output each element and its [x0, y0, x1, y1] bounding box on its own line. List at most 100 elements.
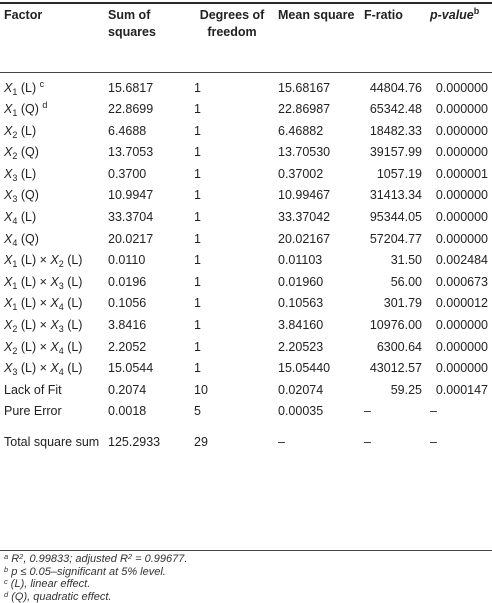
- factor-part: (Q): [17, 102, 42, 116]
- header-f-ratio: F-ratio: [360, 4, 426, 72]
- cell-factor: X3 (L) × X4 (L): [0, 360, 104, 382]
- factor-part: (L): [17, 124, 36, 138]
- cell-p-value: –: [426, 425, 492, 481]
- factor-part: (L): [64, 253, 83, 267]
- factor-part: (L) ×: [17, 253, 50, 267]
- header-row: Factor Sum of squares Degrees of freedom…: [0, 4, 492, 72]
- cell-mean-square: 20.02167: [274, 231, 360, 253]
- factor-part: Total square sum: [4, 435, 99, 449]
- factor-part: (Q): [17, 188, 39, 202]
- factor-part: (L): [17, 210, 36, 224]
- cell-mean-square: 33.37042: [274, 209, 360, 231]
- factor-part: (L) ×: [17, 318, 50, 332]
- cell-f-ratio: 6300.64: [360, 339, 426, 361]
- header-degrees-of-freedom: Degrees of freedom: [190, 4, 274, 72]
- factor-part: X: [50, 296, 58, 310]
- cell-mean-square: 15.68167: [274, 72, 360, 101]
- factor-part: (Q): [17, 145, 39, 159]
- cell-factor: Lack of Fit: [0, 382, 104, 404]
- footnotes: a R2, 0.99833; adjusted R2 = 0.99677.b p…: [4, 553, 187, 603]
- cell-mean-square: 0.37002: [274, 166, 360, 188]
- cell-sum-of-squares: 125.2933: [104, 425, 190, 481]
- cell-f-ratio: 10976.00: [360, 317, 426, 339]
- cell-factor: X4 (Q): [0, 231, 104, 253]
- header-factor: Factor: [0, 4, 104, 72]
- factor-part: c: [40, 79, 45, 89]
- cell-p-value: 0.000000: [426, 360, 492, 382]
- footnote-c: c (L), linear effect.: [4, 578, 187, 591]
- factor-part: X: [50, 340, 58, 354]
- cell-degrees-of-freedom: 1: [190, 317, 274, 339]
- cell-p-value: 0.000000: [426, 101, 492, 123]
- cell-degrees-of-freedom: 1: [190, 144, 274, 166]
- factor-part: (L): [64, 361, 83, 375]
- cell-degrees-of-freedom: 29: [190, 425, 274, 481]
- cell-factor: X2 (Q): [0, 144, 104, 166]
- cell-factor: X1 (Q) d: [0, 101, 104, 123]
- cell-factor: X2 (L) × X4 (L): [0, 339, 104, 361]
- cell-f-ratio: –: [360, 425, 426, 481]
- cell-sum-of-squares: 20.0217: [104, 231, 190, 253]
- cell-p-value: 0.000673: [426, 274, 492, 296]
- cell-mean-square: 6.46882: [274, 123, 360, 145]
- factor-part: X: [50, 253, 58, 267]
- cell-p-value: 0.000000: [426, 339, 492, 361]
- cell-degrees-of-freedom: 1: [190, 295, 274, 317]
- cell-f-ratio: 44804.76: [360, 72, 426, 101]
- factor-part: X: [50, 361, 58, 375]
- cell-p-value: 0.000000: [426, 231, 492, 253]
- cell-degrees-of-freedom: 1: [190, 72, 274, 101]
- cell-p-value: 0.002484: [426, 252, 492, 274]
- header-mean-square: Mean square: [274, 4, 360, 72]
- cell-p-value: 0.000001: [426, 166, 492, 188]
- cell-sum-of-squares: 0.0196: [104, 274, 190, 296]
- cell-factor: X4 (L): [0, 209, 104, 231]
- cell-sum-of-squares: 6.4688: [104, 123, 190, 145]
- cell-factor: X2 (L) × X3 (L): [0, 317, 104, 339]
- cell-mean-square: 22.86987: [274, 101, 360, 123]
- cell-degrees-of-freedom: 1: [190, 339, 274, 361]
- factor-part: (L) ×: [17, 296, 50, 310]
- cell-degrees-of-freedom: 1: [190, 252, 274, 274]
- cell-sum-of-squares: 0.2074: [104, 382, 190, 404]
- footnote-text: , 0.99833; adjusted R: [23, 553, 128, 565]
- factor-part: Lack of Fit: [4, 383, 62, 397]
- header-p-value-text: p-value: [430, 8, 474, 22]
- factor-part: X: [50, 275, 58, 289]
- footnote-text: R: [8, 553, 19, 565]
- cell-factor: Pure Error: [0, 403, 104, 425]
- header-p-value-footnote-mark: b: [474, 6, 480, 16]
- footnote-text: = 0.99677.: [132, 553, 187, 565]
- cell-sum-of-squares: 3.8416: [104, 317, 190, 339]
- cell-sum-of-squares: 10.9947: [104, 187, 190, 209]
- cell-sum-of-squares: 0.0018: [104, 403, 190, 425]
- cell-degrees-of-freedom: 10: [190, 382, 274, 404]
- cell-p-value: 0.000000: [426, 317, 492, 339]
- factor-part: (L): [64, 318, 83, 332]
- cell-mean-square: 0.00035: [274, 403, 360, 425]
- footnote-d: d (Q), quadratic effect.: [4, 591, 187, 603]
- footnote-a: a R2, 0.99833; adjusted R2 = 0.99677.: [4, 553, 187, 566]
- header-p-value: p-valueb: [426, 4, 492, 72]
- cell-mean-square: 13.70530: [274, 144, 360, 166]
- cell-mean-square: 10.99467: [274, 187, 360, 209]
- cell-degrees-of-freedom: 1: [190, 231, 274, 253]
- cell-sum-of-squares: 15.0544: [104, 360, 190, 382]
- cell-f-ratio: 95344.05: [360, 209, 426, 231]
- cell-factor: Total square sum: [0, 425, 104, 481]
- cell-f-ratio: 1057.19: [360, 166, 426, 188]
- cell-factor: X1 (L) × X3 (L): [0, 274, 104, 296]
- cell-sum-of-squares: 22.8699: [104, 101, 190, 123]
- footnote-text: (L), linear effect.: [8, 578, 91, 590]
- cell-p-value: 0.000147: [426, 382, 492, 404]
- factor-part: (L): [64, 340, 83, 354]
- cell-p-value: 0.000012: [426, 295, 492, 317]
